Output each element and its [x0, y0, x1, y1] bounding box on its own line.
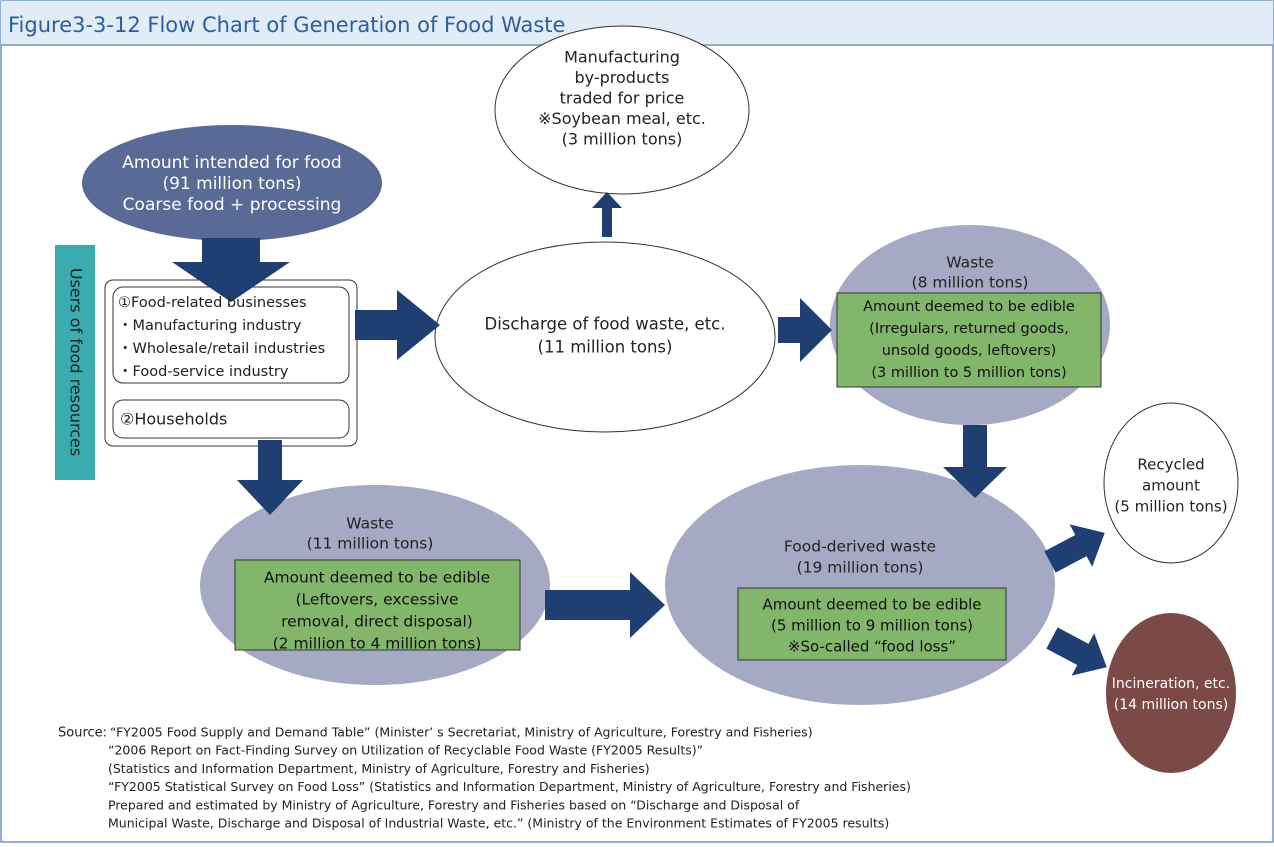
- food-derived-edible: ※So-called “food loss”: [788, 638, 956, 656]
- source-line: Municipal Waste, Discharge and Disposal …: [108, 816, 889, 831]
- food-derived-text: (19 million tons): [797, 559, 924, 577]
- intended-text: (91 million tons): [162, 174, 301, 194]
- waste-household-text: (11 million tons): [307, 535, 434, 553]
- incineration-text: Incineration, etc.: [1112, 676, 1230, 692]
- business-item: ・Manufacturing industry: [118, 318, 302, 334]
- intended-node: [82, 125, 382, 241]
- arrow: [172, 238, 290, 302]
- recycled-text: (5 million tons): [1114, 498, 1227, 516]
- source-line: Prepared and estimated by Ministry of Ag…: [108, 797, 800, 812]
- food-derived-edible: (5 million to 9 million tons): [771, 617, 973, 635]
- source-line: “2006 Report on Fact-Finding Survey on U…: [108, 743, 703, 758]
- business-item: ①Food-related businesses: [118, 295, 307, 311]
- food-derived-node: [665, 465, 1055, 705]
- intended-text: Coarse food + processing: [123, 195, 342, 215]
- recycled-node: [1103, 402, 1239, 564]
- users-label-box: [55, 245, 95, 480]
- arrow: [778, 298, 832, 362]
- intended-text: Amount intended for food: [122, 153, 341, 173]
- waste-household-edible: removal, direct disposal): [281, 613, 473, 631]
- byproducts-node: [494, 25, 750, 195]
- waste-business-edible: (Irregulars, returned goods,: [869, 321, 1069, 337]
- waste-household-text: Waste: [346, 515, 394, 533]
- byproducts-text: (3 million tons): [562, 130, 683, 149]
- waste-business-edible-box: [836, 292, 1102, 388]
- households: ②Households: [120, 410, 227, 429]
- waste-household-edible-box: [234, 559, 521, 651]
- arrow: [592, 192, 622, 237]
- incineration-node: [1106, 613, 1236, 773]
- waste-household-edible: (Leftovers, excessive: [295, 591, 458, 609]
- title: Figure3-3-12 Flow Chart of Generation of…: [8, 13, 565, 37]
- waste-business-text: (8 million tons): [912, 274, 1029, 292]
- discharge-text: (11 million tons): [538, 338, 673, 357]
- discharge-node: [434, 241, 776, 433]
- users-label: Users of food resources: [67, 268, 86, 456]
- food-derived-text: Food-derived waste: [784, 538, 936, 556]
- recycled-text: amount: [1142, 477, 1200, 495]
- arrow: [1044, 524, 1105, 573]
- byproducts-text: Manufacturing: [564, 48, 680, 67]
- business-item: ・Food-service industry: [118, 364, 289, 380]
- arrow: [237, 440, 303, 515]
- waste-business-edible: (3 million to 5 million tons): [871, 365, 1066, 381]
- source-label: Source:: [58, 726, 107, 741]
- source-line: “FY2005 Food Supply and Demand Table” (M…: [110, 725, 813, 740]
- arrow: [355, 290, 440, 360]
- households-box: [112, 399, 350, 439]
- arrow: [943, 425, 1007, 498]
- food-derived-edible: Amount deemed to be edible: [762, 596, 981, 614]
- byproducts-text: traded for price: [560, 89, 685, 108]
- recycled-text: Recycled: [1137, 456, 1204, 474]
- food-derived-edible-box: [737, 587, 1007, 661]
- byproducts-text: ※Soybean meal, etc.: [538, 109, 706, 128]
- business-item: ・Wholesale/retail industries: [118, 341, 325, 357]
- source-line: “FY2005 Statistical Survey on Food Loss”…: [108, 779, 911, 794]
- incineration-text: (14 million tons): [1114, 697, 1229, 713]
- arrow: [545, 572, 665, 638]
- byproducts-text: by-products: [575, 68, 670, 87]
- waste-household-edible: Amount deemed to be edible: [264, 569, 490, 587]
- arrow: [1046, 627, 1107, 676]
- waste-business-edible: unsold goods, leftovers): [882, 343, 1057, 359]
- source-line: (Statistics and Information Department, …: [108, 761, 650, 776]
- waste-business-text: Waste: [946, 254, 994, 272]
- waste-household-edible: (2 million to 4 million tons): [273, 635, 482, 653]
- discharge-text: Discharge of food waste, etc.: [484, 315, 725, 334]
- waste-business-edible: Amount deemed to be edible: [863, 299, 1075, 315]
